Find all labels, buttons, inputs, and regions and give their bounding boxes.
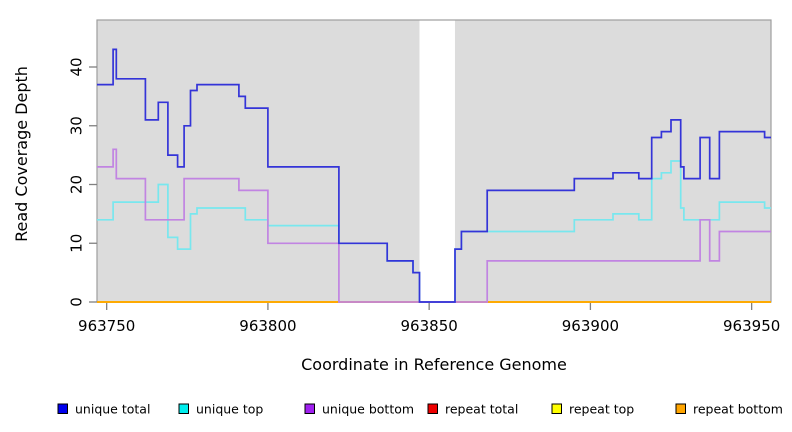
legend-swatch <box>178 403 189 414</box>
y-axis-tick-label: 0 <box>67 297 85 307</box>
legend-swatch <box>57 403 68 414</box>
x-axis-tick-label: 963950 <box>723 317 780 335</box>
legend-item-repeat-top: repeat top <box>551 402 634 417</box>
y-axis-tick-label: 40 <box>67 57 85 76</box>
x-axis-tick-label: 963750 <box>78 317 135 335</box>
legend-label: unique total <box>75 402 150 417</box>
plot-panel-layer <box>96 13 772 303</box>
legend-swatch <box>427 403 438 414</box>
series-layer <box>97 48 771 303</box>
legend-swatch <box>551 403 562 414</box>
x-axis-tick-label: 963800 <box>239 317 296 335</box>
legend-label: repeat bottom <box>693 402 783 417</box>
legend-item-unique-total: unique total <box>57 402 150 417</box>
legend: unique total unique top unique bottom repea… <box>57 402 783 417</box>
coverage-gap-region <box>419 13 455 302</box>
legend-label: repeat total <box>445 402 518 417</box>
series-line-unique-total <box>97 48 771 303</box>
legend-item-unique-top: unique top <box>178 402 263 417</box>
y-axis-tick-label: 20 <box>67 175 85 194</box>
axis-layer: 963750 963800 963850 963900 963950 0 10 20 30 40 <box>67 57 780 335</box>
x-axis-tick-label: 963850 <box>401 317 458 335</box>
legend-swatch <box>675 403 686 414</box>
legend-label: unique bottom <box>322 402 414 417</box>
y-axis-title: Read Coverage Depth <box>12 66 31 242</box>
legend-item-repeat-bottom: repeat bottom <box>675 402 783 417</box>
x-axis-tick-label: 963900 <box>562 317 619 335</box>
x-axis-title: Coordinate in Reference Genome <box>301 355 567 374</box>
legend-swatch <box>304 403 315 414</box>
legend-item-repeat-total: repeat total <box>427 402 518 417</box>
y-axis-tick-label: 10 <box>67 234 85 253</box>
series-line-unique-bottom <box>97 148 771 303</box>
legend-item-unique-bottom: unique bottom <box>304 402 414 417</box>
y-axis-tick-label: 30 <box>67 116 85 135</box>
legend-label: repeat top <box>569 402 634 417</box>
legend-label: unique top <box>196 402 263 417</box>
